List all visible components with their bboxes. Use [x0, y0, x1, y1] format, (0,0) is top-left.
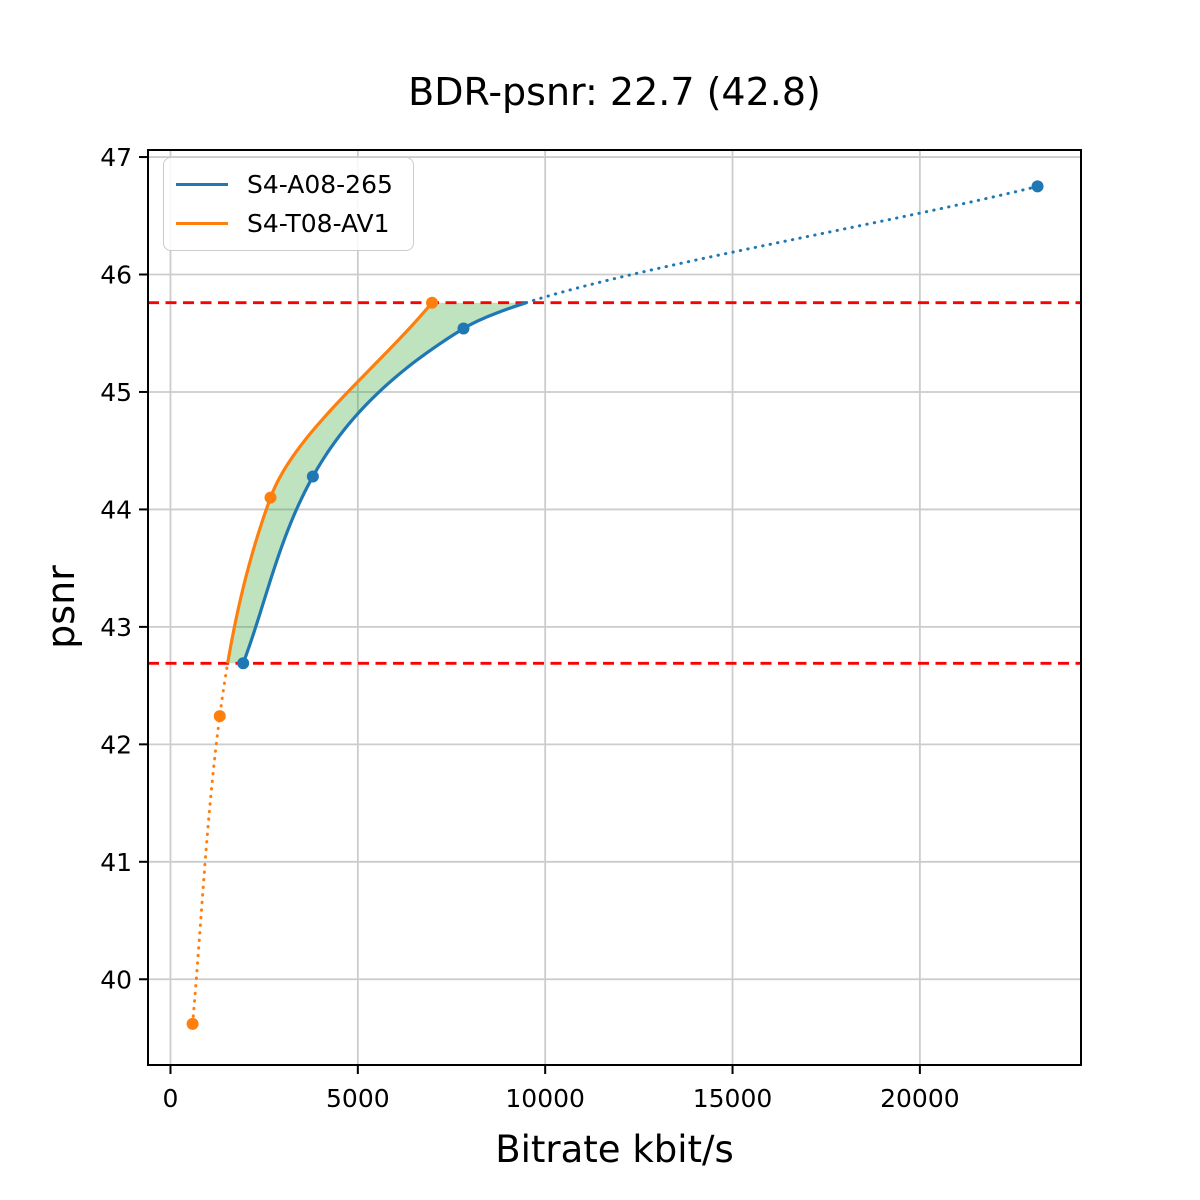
x-tick-label: 10000 — [505, 1084, 585, 1113]
y-tick-label: 41 — [100, 848, 132, 877]
data-point-marker — [213, 710, 226, 723]
series-curve-solid — [226, 301, 434, 664]
legend-label: S4-A08-265 — [247, 170, 393, 199]
bd-shaded-region — [227, 302, 527, 664]
data-point-marker — [1031, 180, 1044, 193]
x-axis-label: Bitrate kbit/s — [495, 1128, 734, 1171]
series-curve-solid — [241, 301, 527, 664]
data-point-marker — [264, 491, 277, 504]
x-tick-label: 5000 — [326, 1084, 390, 1113]
legend-entry-s4-t08-av1: S4-T08-AV1 — [176, 207, 393, 240]
chart-title: BDR-psnr: 22.7 (42.8) — [408, 70, 821, 114]
data-point-marker — [457, 322, 470, 335]
x-tick-label: 0 — [163, 1084, 179, 1113]
y-axis-label: psnr — [39, 565, 83, 649]
data-point-marker — [186, 1017, 199, 1030]
data-point-marker — [237, 657, 250, 670]
x-tick-label: 20000 — [880, 1084, 960, 1113]
legend-line-sample-orange — [176, 222, 228, 225]
y-tick-label: 46 — [100, 261, 132, 290]
y-tick-label: 47 — [100, 143, 132, 172]
data-point-marker — [306, 470, 319, 483]
series-curve-dotted — [191, 661, 230, 1026]
y-tick-label: 42 — [100, 730, 132, 759]
series-curve-dotted — [524, 184, 1040, 305]
y-tick-label: 45 — [100, 378, 132, 407]
axes-spines — [147, 149, 1082, 1066]
y-tick-label: 40 — [100, 965, 132, 994]
legend-label: S4-T08-AV1 — [247, 209, 390, 238]
data-point-marker — [426, 296, 439, 309]
legend-line-sample-blue — [176, 183, 228, 186]
x-tick-label: 15000 — [693, 1084, 773, 1113]
y-tick-label: 44 — [100, 495, 132, 524]
legend-entry-s4-a08-265: S4-A08-265 — [176, 168, 393, 201]
legend: S4-A08-265 S4-T08-AV1 — [163, 157, 414, 251]
y-tick-label: 43 — [100, 613, 132, 642]
